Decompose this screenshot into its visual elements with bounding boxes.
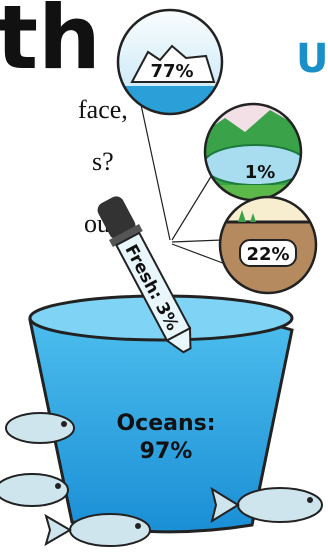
bucket-label: Oceans:: [116, 411, 215, 436]
circle-label: 77%: [150, 61, 193, 82]
circle-label: 1%: [245, 162, 276, 183]
fish-eyes: [55, 421, 313, 529]
connector-lines: [139, 99, 229, 266]
lake-circle: [205, 104, 301, 200]
headline: th: [0, 0, 101, 89]
circle-label: 22%: [246, 244, 289, 265]
label-box: [239, 239, 297, 267]
subheadline: U: [296, 36, 328, 82]
body-text: s?: [92, 147, 114, 176]
body-text: face,: [78, 95, 128, 124]
fish: [0, 412, 323, 547]
bucket-value: 97%: [140, 439, 193, 464]
